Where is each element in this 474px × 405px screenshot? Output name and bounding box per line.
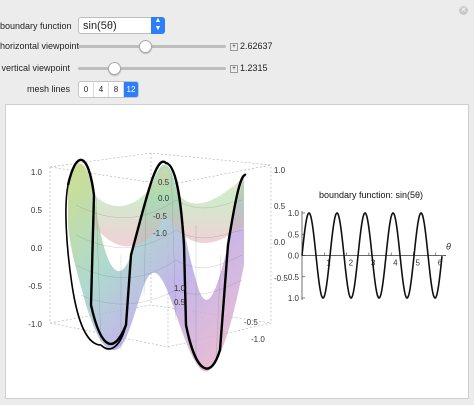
y-tick-label: 0.5 <box>288 230 300 239</box>
mesh-lines-option[interactable]: 4 <box>94 82 109 97</box>
tick-label: 0.0 <box>274 238 286 247</box>
mesh-lines-option[interactable]: 12 <box>124 82 138 97</box>
horizontal-viewpoint-row: horizontal viewpoint + 2.62637 <box>0 38 474 56</box>
vertical-viewpoint-label: vertical viewpoint <box>1 63 70 73</box>
plus-icon[interactable]: + <box>230 65 238 73</box>
plus-icon[interactable]: + <box>230 43 238 51</box>
horizontal-viewpoint-label: horizontal viewpoint <box>0 41 80 51</box>
tick-label: 0.5 <box>174 298 186 307</box>
tick-label: -0.5 <box>28 282 42 291</box>
y-tick-label: 0.0 <box>288 252 300 261</box>
y-tick-label: 0.5 <box>288 273 300 282</box>
vertical-viewpoint-value: 1.2315 <box>240 63 268 73</box>
chevron-updown-icon: ▲ ▼ <box>151 17 165 34</box>
boundary-chart: boundary function: sin(5θ) 1.0 0.5 0.0 0.5 1… <box>288 190 451 303</box>
horizontal-viewpoint-value: 2.62637 <box>240 41 273 51</box>
boundary-function-row: boundary function sin(5θ) ▲ ▼ <box>0 17 474 36</box>
series-line <box>301 212 443 299</box>
vertical-viewpoint-slider[interactable] <box>78 67 226 70</box>
x-axis-label: θ <box>446 242 451 252</box>
tick-label: 0.0 <box>158 194 170 203</box>
tick-label: 0.0 <box>31 244 43 253</box>
x-tick-label: 5 <box>415 259 420 268</box>
tick-label: 1.0 <box>31 168 43 177</box>
boundary-function-label: boundary function <box>0 21 72 31</box>
horizontal-viewpoint-knob[interactable] <box>138 40 152 53</box>
output-graphics: 1.0 0.5 0.0 -0.5 -1.0 0.5 0.0 -0.5 -1.0 … <box>28 152 451 372</box>
mesh-lines-option[interactable]: 0 <box>79 82 94 97</box>
horizontal-viewpoint-slider[interactable] <box>78 45 226 48</box>
tick-label: -0.5 <box>153 212 167 221</box>
tick-label: 1.0 <box>274 166 286 175</box>
output-panel: 1.0 0.5 0.0 -0.5 -1.0 0.5 0.0 -0.5 -1.0 … <box>5 104 469 399</box>
boundary-function-select[interactable]: sin(5θ) ▲ ▼ <box>78 17 165 34</box>
surface <box>65 158 247 372</box>
tick-label: 0.5 <box>274 202 286 211</box>
tick-label: -1.0 <box>251 335 265 344</box>
tick-label: -1.0 <box>153 229 167 238</box>
tick-label: -0.5 <box>244 318 258 327</box>
mesh-lines-row: mesh lines 0 4 8 12 <box>0 81 474 99</box>
tick-label: 0.5 <box>158 178 170 187</box>
x-tick-label: 2 <box>349 259 354 268</box>
tick-label: 1.0 <box>174 284 186 293</box>
tick-label: -0.5 <box>274 274 288 283</box>
vertical-viewpoint-row: vertical viewpoint + 1.2315 <box>0 60 474 78</box>
mesh-lines-selector[interactable]: 0 4 8 12 <box>78 81 139 98</box>
x-tick-label: 6 <box>438 259 443 268</box>
x-tick-label: 4 <box>393 259 398 268</box>
mesh-lines-option[interactable]: 8 <box>109 82 124 97</box>
tick-label: -1.0 <box>28 320 42 329</box>
y-tick-label: 1.0 <box>288 294 300 303</box>
tick-label: 0.5 <box>31 206 43 215</box>
vertical-viewpoint-knob[interactable] <box>107 62 121 75</box>
boundary-function-value: sin(5θ) <box>83 20 117 32</box>
mesh-lines-label: mesh lines <box>26 84 70 94</box>
y-tick-label: 1.0 <box>288 209 300 218</box>
chart-title: boundary function: sin(5θ) <box>319 190 423 200</box>
close-icon[interactable]: ✕ <box>459 6 468 15</box>
